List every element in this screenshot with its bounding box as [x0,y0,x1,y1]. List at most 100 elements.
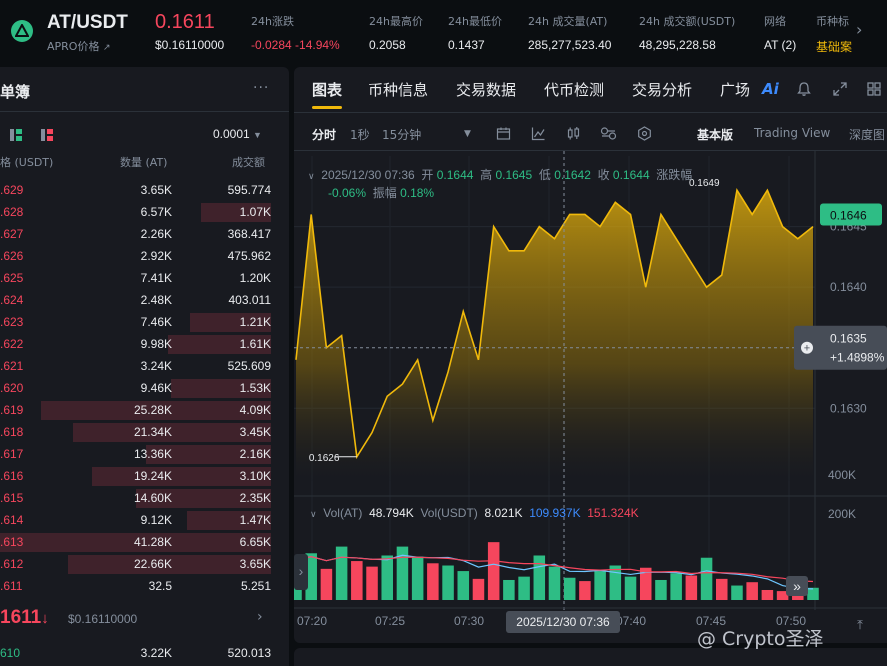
stat-label: 24h涨跌 [251,15,294,28]
tab-chart[interactable]: 图表 [312,81,343,99]
stat-label: 币种标 [816,15,849,28]
y-tick-label: 0.1630 [830,401,867,415]
expand-icon[interactable] [832,81,848,97]
ask-row[interactable]: .622 9.98K 1.61K [0,333,289,355]
book-mode-asks-icon[interactable] [41,129,53,141]
pair-name[interactable]: AT/USDT [47,12,128,33]
tab-trade-data[interactable]: 交易数据 [456,81,517,99]
ask-qty: 9.12K [140,513,172,527]
ask-row[interactable]: .617 13.36K 2.16K [0,443,289,465]
view-basic[interactable]: 基本版 [697,128,734,142]
ask-row[interactable]: .620 9.46K 1.53K [0,377,289,399]
ask-qty: 25.28K [133,403,172,417]
high-value: 0.1645 [495,168,533,182]
ask-price: .618 [0,425,24,439]
reset-icon: ⤒ [857,617,863,632]
ask-row[interactable]: .624 2.48K 403.011 [0,289,289,311]
bid-total: 520.013 [227,646,271,660]
interval-1s[interactable]: 1秒 [350,128,370,142]
depth-bar [0,533,271,552]
interval-15m[interactable]: 15分钟 [382,128,422,142]
compare-icon[interactable] [600,126,617,141]
crosshair-price: 0.1635 [830,332,867,346]
tab-coin-info[interactable]: 币种信息 [368,81,429,99]
collapse-icon[interactable]: ∨ [310,509,317,519]
calendar-icon[interactable] [496,126,511,141]
ask-price: .620 [0,381,24,395]
tab-trade-analysis[interactable]: 交易分析 [632,81,693,99]
close-label: 收 [597,168,610,182]
ask-row[interactable]: .618 21.34K 3.45K [0,421,289,443]
crosshair-price-tag [794,325,887,370]
ai-button[interactable]: Ai [762,80,779,98]
last-price-usd: $0.16110000 [155,38,225,52]
stat-value: 48,295,228.58 [639,38,716,52]
collapse-icon[interactable]: ∨ [308,171,315,181]
high-label: 高 [480,168,493,182]
open-value: 0.1644 [436,168,474,182]
volume-bar [670,573,682,600]
ask-row[interactable]: .626 2.92K 475.962 [0,245,289,267]
ask-row[interactable]: .614 9.12K 1.47K [0,509,289,531]
ask-row[interactable]: .621 3.24K 525.609 [0,355,289,377]
add-alert-icon[interactable] [801,341,813,354]
view-depth[interactable]: 深度图 [849,128,886,142]
scroll-left-handle[interactable] [294,554,308,590]
ask-row[interactable]: .627 2.26K 368.417 [0,223,289,245]
volume-bar [305,553,317,600]
interval-time[interactable]: 分时 [312,128,337,142]
ask-row[interactable]: .628 6.57K 1.07K [0,201,289,223]
x-tick-label: 07:40 [616,614,646,628]
more-icon[interactable]: ··· [253,80,270,96]
tab-token-check[interactable]: 代币检测 [544,81,605,99]
last-price: 0.1611 [155,11,215,33]
ask-qty: 21.34K [133,425,172,439]
candle-icon[interactable] [566,126,581,141]
ask-qty: 3.65K [140,183,172,197]
bid-row[interactable]: 610 3.22K 520.013 [0,642,289,666]
ask-row[interactable]: .611 32.5 5.251 [0,575,289,597]
tab-square[interactable]: 广场 [720,81,751,99]
chevron-right-icon[interactable]: › [257,609,263,625]
book-mode-both-icon[interactable] [10,129,22,141]
ask-row[interactable]: .623 7.46K 1.21K [0,311,289,333]
volume-info: ∨ Vol(AT) 48.794K Vol(USDT) 8.021K 109.9… [310,506,639,520]
mid-price-value: 1611 [0,607,42,628]
ask-qty: 13.36K [133,447,172,461]
ask-row[interactable]: .615 14.60K 2.35K [0,487,289,509]
price-chart[interactable]: 0.1626 0.1649 0.1630 0.1640 0.1645 0.1646 +0.1… [294,151,887,643]
max-label: 0.1649 [689,178,720,189]
ask-total: 1.47K [239,513,271,527]
ask-total: 475.962 [227,249,271,263]
precision-select[interactable]: 0.0001 ▼ [213,127,262,141]
ask-row[interactable]: .625 7.41K 1.20K [0,267,289,289]
pair-sub-label[interactable]: APRO价格 ↗ [47,38,111,54]
ask-row[interactable]: .629 3.65K 595.774 [0,179,289,201]
x-tick-label: 07:50 [776,614,806,628]
stat-value: -0.0284 -14.94% [251,38,340,52]
indicator-icon[interactable] [531,126,546,141]
ask-row[interactable]: .613 41.28K 6.65K [0,531,289,553]
change-value: -0.06% [328,186,367,200]
stat-change: 24h涨跌 -0.0284 -14.94% [251,13,340,52]
view-tradingview[interactable]: Trading View [754,126,831,140]
bell-icon[interactable] [796,81,812,97]
grid-icon[interactable] [866,81,882,97]
stat-value: 基础案 [816,40,853,54]
depth-bar [92,467,271,486]
ask-qty: 7.46K [140,315,172,329]
stat-tag[interactable]: 币种标 基础案 [816,13,854,55]
interval-dropdown-icon[interactable]: ▼ [464,129,471,139]
ask-row[interactable]: .619 25.28K 4.09K [0,399,289,421]
depth-bar [189,313,271,332]
stat-network[interactable]: 网络 AT (2) [764,13,796,52]
ask-price: .628 [0,205,24,219]
chevron-right-icon[interactable]: › [856,20,863,39]
ask-qty: 32.5 [148,579,172,593]
stat-high: 24h最高价 0.2058 [369,13,423,52]
settings-icon[interactable] [637,126,652,141]
ask-row[interactable]: .612 22.66K 3.65K [0,553,289,575]
ask-row[interactable]: .616 19.24K 3.10K [0,465,289,487]
price-line [295,188,814,460]
scroll-latest-button[interactable] [786,576,808,596]
